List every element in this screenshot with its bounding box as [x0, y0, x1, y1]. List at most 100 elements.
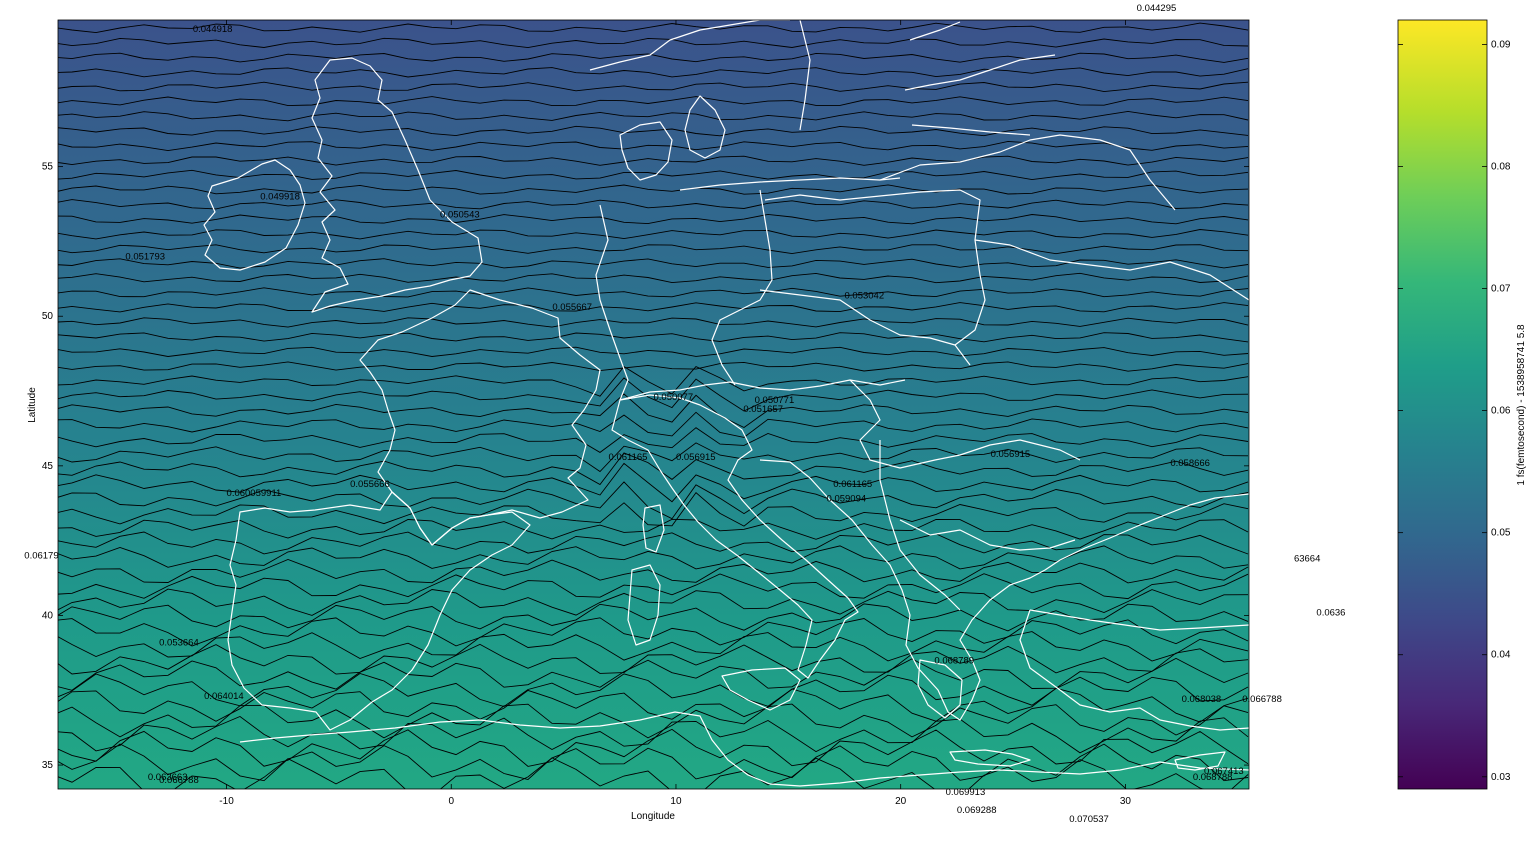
contour-label: 0.053664: [159, 637, 199, 648]
coast-peloponnese: [917, 659, 963, 719]
colorbar-tick-label: 0.08: [1491, 161, 1511, 172]
x-tick-label: 20: [895, 796, 907, 807]
coast-sicily: [721, 667, 801, 711]
contour-label: 0.044918: [193, 24, 233, 35]
border-baltics: [909, 21, 1031, 136]
coast-balkans: [759, 459, 1061, 721]
contour-line: [58, 287, 1249, 298]
coast-iberia: [227, 491, 531, 731]
contour-label: 0.058666: [1170, 458, 1210, 469]
contour-line: [58, 140, 1249, 152]
coast-cyprus: [1174, 751, 1226, 771]
contour-line: [58, 757, 1249, 789]
contour-line: [58, 332, 1249, 343]
contour-line: [58, 703, 1249, 739]
contour-label: 0.069288: [957, 805, 997, 816]
border-fr-de: [595, 204, 629, 401]
border-hu-ro: [849, 379, 1081, 469]
contour-line: [58, 393, 1249, 429]
y-tick-label: 35: [42, 760, 54, 771]
x-tick-label: 0: [448, 796, 454, 807]
contour-line: [58, 687, 1249, 723]
contour-line: [58, 272, 1249, 284]
contour-line: [58, 462, 1249, 503]
contour-line: [58, 81, 1249, 93]
contour-label: 0.049918: [260, 192, 300, 203]
contour-line: [58, 559, 1249, 584]
contour-label: 0.061165: [609, 452, 648, 463]
y-axis-label: Latitude: [27, 387, 38, 423]
contour-line: [58, 442, 1249, 473]
contour-line: [58, 518, 1249, 540]
colorbar-tick-label: 0.07: [1491, 284, 1511, 295]
contour-label: 0.070537: [1069, 814, 1109, 825]
contour-line: [58, 169, 1249, 181]
colorbar-ticks: 0.03 0.04 0.05 0.06 0.07 0.08 0.09: [1398, 39, 1511, 783]
contour-line: [58, 377, 1249, 412]
contour-line: [58, 617, 1249, 647]
contour-label: 0.053042: [845, 290, 885, 301]
contour-label: 0.051793: [125, 251, 165, 262]
contour-label: 0.068038: [1182, 694, 1222, 705]
contour-line: [58, 643, 1249, 675]
x-tick-label: 30: [1120, 796, 1132, 807]
coast-north-africa: [239, 711, 1249, 787]
contour-line: [58, 366, 1249, 397]
colorbar-tick-label: 0.04: [1491, 650, 1511, 661]
contour-line: [58, 67, 1249, 78]
contour-line: [58, 715, 1249, 754]
colorbar-label: 1 fs(femtosecond) - 1538958741 5.8: [1516, 324, 1527, 486]
border-ua: [974, 239, 1249, 301]
coast-turkey: [1019, 609, 1249, 731]
contour-line: [58, 125, 1249, 137]
contour-line: [58, 531, 1249, 555]
contour-line: [58, 110, 1249, 122]
contour-line: [58, 452, 1249, 486]
x-axis-label: Longitude: [631, 811, 675, 822]
contour-line: [58, 184, 1249, 195]
contour-label: 0.050771: [755, 395, 795, 406]
contour-label: 0.050543: [440, 209, 480, 220]
border-ro-bg: [899, 519, 1076, 551]
field-background: [58, 20, 1249, 789]
contour-line: [58, 229, 1249, 240]
border-de-east: [711, 189, 773, 386]
y-tick-label: 40: [42, 610, 54, 621]
contour-label: 0.061165: [833, 479, 872, 490]
contour-label: 0.060059911: [227, 488, 282, 499]
contour-labels: 0.044918 0.049918 0.050543 0.051793 0.053042…: [24, 3, 1345, 825]
coastlines-borders: [203, 20, 1249, 787]
contour-label: 0.055667: [552, 302, 592, 313]
coast-ireland: [203, 159, 306, 271]
border-de-ch-at: [619, 379, 906, 401]
y-tick-label: 50: [42, 311, 54, 322]
coast-denmark: [619, 121, 673, 181]
contour-label: 0.056915: [991, 449, 1031, 460]
border-pl: [764, 189, 986, 346]
contour-label: 0.050077: [654, 392, 694, 403]
coast-crete: [949, 749, 1031, 767]
coast-great-britain: [311, 57, 483, 313]
coast-black-sea: [1059, 493, 1249, 561]
contour-line: [58, 631, 1249, 662]
contour-line: [58, 361, 1249, 372]
contour-label: 0.064014: [204, 691, 244, 702]
contour-label: 0.066788: [1242, 694, 1282, 705]
contour-label: 0.059094: [827, 494, 867, 505]
contour-line: [58, 244, 1249, 255]
contour-line: [58, 213, 1249, 225]
coast-scandinavia: [589, 20, 811, 159]
contour-line: [58, 545, 1249, 570]
contour-line: [58, 588, 1249, 616]
contour-lines: [58, 22, 1249, 789]
contour-line: [58, 302, 1249, 313]
contour-line: [58, 37, 1249, 49]
contour-line: [58, 411, 1249, 438]
colorbar-tick-label: 0.09: [1491, 39, 1511, 50]
coast-corsica: [642, 504, 665, 553]
colorbar-tick-label: 0.05: [1491, 528, 1511, 539]
colorbar-tick-label: 0.06: [1491, 406, 1511, 417]
contour-label: 0.068789: [934, 655, 974, 666]
contour-label: 0.063663: [148, 772, 188, 783]
contour-label: 63664: [1294, 554, 1320, 565]
